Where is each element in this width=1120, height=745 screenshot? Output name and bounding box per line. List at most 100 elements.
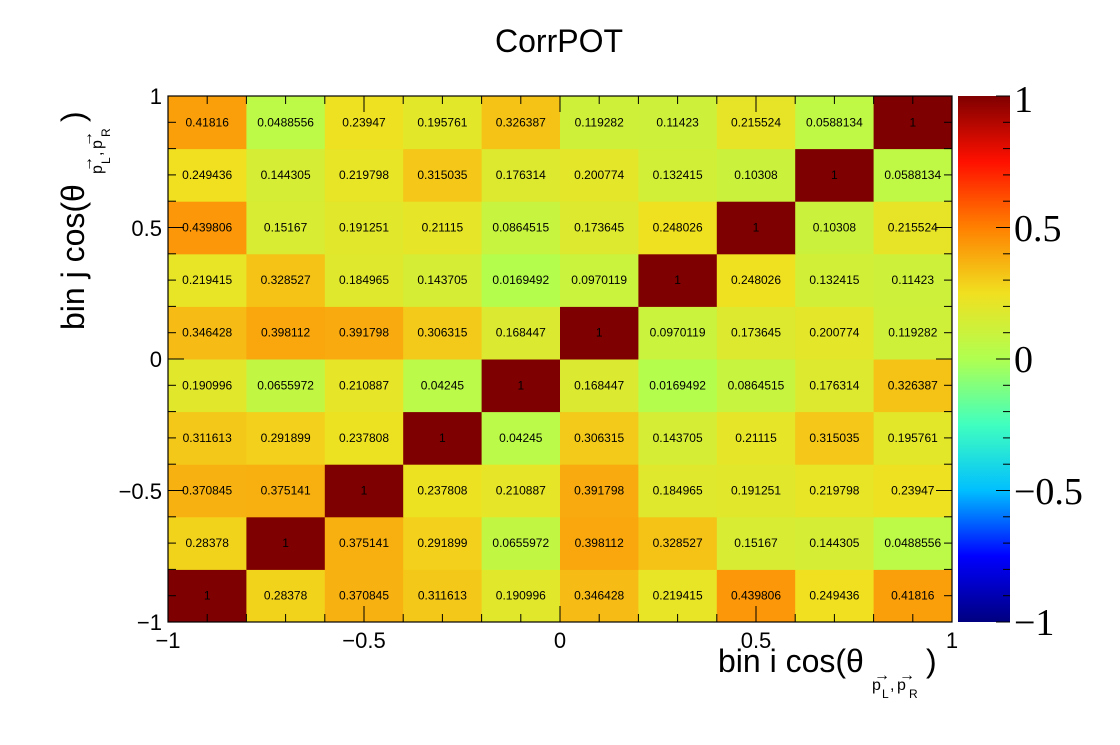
heatmap-cell	[246, 148, 326, 202]
heatmap-cell-label: 0.04245	[421, 378, 465, 392]
svg-text:L: L	[882, 687, 889, 701]
heatmap-cell	[560, 516, 639, 570]
heatmap-cell	[638, 411, 718, 465]
heatmap-cell-label: 0.28378	[264, 589, 308, 603]
heatmap-cell	[795, 201, 875, 255]
heatmap-cell-label: 0.176314	[809, 378, 859, 392]
heatmap-cell	[560, 253, 639, 307]
heatmap-cell-label: 0.41816	[186, 115, 230, 129]
heatmap-cell-label: 0.439806	[182, 221, 232, 235]
heatmap-cell-label: 0.291899	[417, 536, 467, 550]
svg-text:): )	[55, 111, 91, 122]
heatmap-cell-label: 0.10308	[813, 221, 857, 235]
heatmap-cell-label: 1	[753, 221, 760, 235]
heatmap-cell	[324, 516, 404, 570]
svg-text:R: R	[99, 128, 113, 137]
heatmap-cell-label: 0.41816	[891, 589, 935, 603]
heatmap-cell-label: 0.219798	[339, 168, 389, 182]
heatmap-cell-label: 0.11423	[656, 115, 699, 129]
heatmap-cell-label: 0.0169492	[649, 378, 706, 392]
heatmap-cell	[246, 201, 326, 255]
heatmap-cell-label: 0.04245	[499, 431, 543, 445]
heatmap-cell-label: 0.0488556	[257, 115, 314, 129]
heatmap-cell-label: 1	[282, 536, 289, 550]
heatmap-cell-label: 0.326387	[496, 115, 546, 129]
heatmap-cell-label: 0.398112	[261, 326, 310, 340]
heatmap-cell-label: 1	[674, 273, 681, 287]
x-axis-label: bin i cos(θ p → L , p → R )	[718, 643, 937, 701]
heatmap-cell	[795, 306, 875, 360]
x-tick-label: 0	[554, 628, 566, 653]
heatmap-cell-label: 0.370845	[182, 484, 232, 498]
heatmap-cell	[873, 253, 953, 307]
heatmap-cell	[716, 464, 796, 518]
heatmap-cell	[638, 253, 718, 307]
heatmap-cell-label: 1	[596, 326, 603, 340]
heatmap-cell	[873, 306, 953, 360]
heatmap-cell	[638, 516, 718, 570]
heatmap-cell-label: 0.21115	[735, 431, 777, 445]
heatmap-cell	[560, 148, 639, 202]
heatmap-cell-label: 0.0169492	[492, 273, 549, 287]
heatmap-cell	[795, 569, 875, 623]
heatmap-cell-label: 0.119282	[888, 326, 937, 340]
heatmap-cell	[560, 569, 639, 623]
heatmap-cell	[873, 516, 953, 570]
colorbar-tick-label: −1	[1014, 602, 1054, 644]
heatmap-cell	[481, 516, 561, 570]
heatmap-cell-label: 0.10308	[734, 168, 778, 182]
heatmap-cell-label: 0.248026	[731, 273, 781, 287]
heatmap-cell	[638, 569, 718, 623]
heatmap-cell	[403, 201, 483, 255]
heatmap-cell	[716, 253, 796, 307]
heatmap-cell	[638, 306, 718, 360]
heatmap-cell-label: 0.398112	[575, 536, 624, 550]
svg-text:p: p	[872, 677, 881, 694]
heatmap-cell	[873, 569, 953, 623]
heatmap-cell-label: 0.28378	[186, 536, 230, 550]
heatmap-cell	[168, 411, 247, 465]
heatmap-cell	[638, 359, 718, 413]
heatmap-cell-label: 0.119282	[575, 115, 624, 129]
heatmap-cell-label: 0.328527	[653, 536, 703, 550]
heatmap-cell	[324, 359, 404, 413]
svg-text:L: L	[99, 157, 113, 164]
heatmap-cell	[481, 253, 561, 307]
heatmap-cell-label: 0.249436	[182, 168, 232, 182]
heatmap-cell-label: 0.144305	[809, 536, 859, 550]
heatmap-cell-label: 0.370845	[339, 589, 389, 603]
heatmap-cell	[246, 464, 326, 518]
heatmap-cell-label: 0.200774	[574, 168, 624, 182]
heatmap-cell	[403, 359, 483, 413]
heatmap-cell	[481, 148, 561, 202]
heatmap-cell-label: 0.248026	[653, 221, 703, 235]
heatmap-cell-label: 0.168447	[496, 326, 546, 340]
heatmap-cell-label: 0.219415	[653, 589, 703, 603]
heatmap-cell	[638, 201, 718, 255]
heatmap-cell-label: 1	[361, 484, 368, 498]
heatmap-cell-label: 1	[204, 589, 211, 603]
heatmap-cell-label: 0.315035	[809, 431, 859, 445]
heatmap-cell	[716, 201, 796, 255]
heatmap-cell-label: 0.328527	[261, 273, 311, 287]
y-tick-labels: −1 −0.5 0 0.5 1	[119, 84, 162, 635]
heatmap-cell-label: 0.132415	[653, 168, 703, 182]
heatmap-cell	[873, 148, 953, 202]
heatmap-cell	[403, 306, 483, 360]
heatmap-cell	[246, 569, 326, 623]
heatmap-cell	[246, 253, 326, 307]
heatmap-cell	[324, 253, 404, 307]
x-tick-label: 0.5	[741, 628, 772, 653]
heatmap-cell	[560, 411, 639, 465]
y-axis-label: bin j cos(θ p → L , p → R )	[55, 111, 113, 330]
x-tick-label: 1	[946, 628, 958, 653]
heatmap-cell	[638, 464, 718, 518]
heatmap-cell	[168, 516, 247, 570]
heatmap-cell	[716, 148, 796, 202]
heatmap-cell	[638, 96, 718, 150]
heatmap-cell-label: 0.219415	[182, 273, 232, 287]
heatmap-cell	[481, 464, 561, 518]
heatmap-cell	[481, 569, 561, 623]
heatmap-cell-label: 0.215524	[888, 221, 938, 235]
